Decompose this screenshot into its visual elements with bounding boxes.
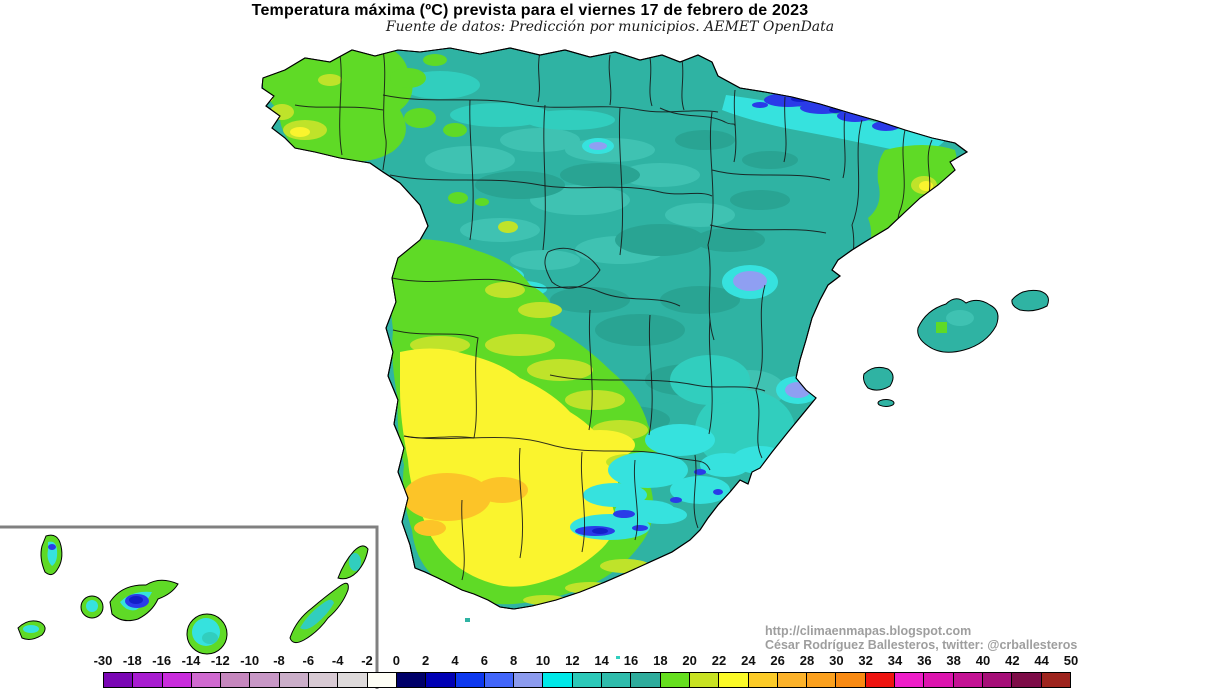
legend-color-cell: [806, 672, 837, 688]
legend-tick-label: -8: [273, 653, 285, 668]
legend-tick-label: -10: [240, 653, 260, 668]
legend-tick-label: 32: [858, 653, 873, 668]
la-palma-island: [40, 534, 63, 576]
legend-color-cell: [1011, 672, 1042, 688]
legend-tick-label: 18: [653, 653, 668, 668]
legend-tick-label: 4: [451, 653, 459, 668]
legend-color-cell: [308, 672, 339, 688]
legend-tick-label: 0: [392, 653, 400, 668]
legend-color-cell: [864, 672, 896, 688]
canary-islands-inset: [0, 525, 379, 689]
mainland-spain: [261, 47, 968, 610]
ceuta-dot: [465, 618, 470, 622]
legend-color-cell: [601, 672, 632, 688]
legend-tick-label: -16: [152, 653, 172, 668]
legend-tick-label: 6: [480, 653, 488, 668]
legend-tick-label: 14: [594, 653, 609, 668]
coastline: [261, 47, 968, 610]
attribution-url: http://climaenmapas.blogspot.com: [765, 624, 972, 638]
legend-tick-label: 20: [682, 653, 697, 668]
legend-tick-label: 2: [422, 653, 430, 668]
gran-canaria-island: [186, 613, 228, 655]
legend-tick-label: 34: [887, 653, 903, 668]
legend-color-cell: [483, 672, 515, 688]
legend-color-cell: [337, 672, 368, 688]
el-hierro-island: [17, 620, 46, 640]
legend-tick-label: 28: [799, 653, 815, 668]
legend-tick-label: 16: [623, 653, 639, 668]
legend-tick-label: 10: [535, 653, 551, 668]
legend-tick-label: -6: [302, 653, 315, 668]
legend-color-cell: [1040, 672, 1071, 688]
attribution-author: César Rodríguez Ballesteros, twitter: @c…: [765, 638, 1078, 652]
legend-tick-label: 12: [565, 653, 580, 668]
legend-tick-label: -14: [181, 653, 201, 668]
lanzarote-island: [337, 545, 369, 580]
legend-color-cell: [571, 672, 603, 688]
legend-color-cell: [249, 672, 280, 688]
tenerife-island: [109, 579, 179, 622]
legend-tick-label: 26: [770, 653, 785, 668]
legend-tick-label: 24: [741, 653, 756, 668]
page-title: Temperatura máxima (ºC) prevista para el…: [251, 2, 809, 19]
legend-color-cell: [659, 672, 690, 688]
la-gomera-island: [80, 595, 104, 619]
inset-border: [0, 525, 379, 689]
legend-color-cell: [630, 672, 661, 688]
legend-tick-label: 44: [1034, 653, 1049, 668]
small-islands: [465, 618, 620, 659]
legend-color-cell: [981, 672, 1013, 688]
legend-color-cell: [395, 672, 427, 688]
legend-color-cell: [278, 672, 310, 688]
legend-tick-label: 42: [1005, 653, 1020, 668]
legend-color-cell: [103, 672, 134, 688]
alboran-dot: [616, 656, 620, 659]
legend-color-cell: [542, 672, 573, 688]
legend-color-cell: [220, 672, 251, 688]
fuerteventura-island: [289, 582, 349, 644]
legend-color-cell: [923, 672, 954, 688]
legend-tick-label: -4: [331, 653, 344, 668]
legend-color-cell: [425, 672, 456, 688]
legend-tick-label: -30: [93, 653, 113, 668]
legend-color-cell: [747, 672, 778, 688]
legend-tick-label: 50: [1063, 653, 1079, 668]
southeast-cool-zone: [570, 355, 795, 540]
legend-color-cell: [894, 672, 925, 688]
galicia-warm-zone: [262, 48, 518, 233]
legend-tick-label: -2: [361, 653, 373, 668]
legend-color-cell: [132, 672, 163, 688]
legend-cells: [103, 672, 1071, 688]
legend-tick-label: -18: [122, 653, 142, 668]
legend-tick-label: 30: [829, 653, 844, 668]
legend-tick-label: -12: [210, 653, 230, 668]
legend-color-cell: [366, 672, 397, 688]
legend-color-cell: [454, 672, 485, 688]
legend-color-cell: [952, 672, 983, 688]
legend-color-cell: [688, 672, 720, 688]
temperature-legend: -30 -18 -16 -14 -12 -10 -8 -6 -4 -2 0 2 4 6 8 10 12 14 16 1…: [94, 653, 1078, 689]
legend-tick-label: 38: [946, 653, 961, 668]
legend-color-cell: [776, 672, 808, 688]
legend-color-cell: [190, 672, 222, 688]
legend-color-cell: [513, 672, 544, 688]
teal-texture: [400, 71, 798, 434]
legend-tick-label: 8: [510, 653, 518, 668]
legend-color-cell: [161, 672, 192, 688]
legend-tick-label: 36: [917, 653, 932, 668]
legend-color-cell: [718, 672, 749, 688]
legend-tick-label: 22: [711, 653, 727, 668]
balearic-islands: [863, 289, 1049, 407]
legend-color-cell: [835, 672, 866, 688]
attribution-block: http://climaenmapas.blogspot.com César R…: [765, 624, 1077, 652]
data-source-subtitle: Fuente de datos: Predicción por municipi…: [385, 19, 835, 35]
legend-tick-label: 40: [975, 653, 991, 668]
